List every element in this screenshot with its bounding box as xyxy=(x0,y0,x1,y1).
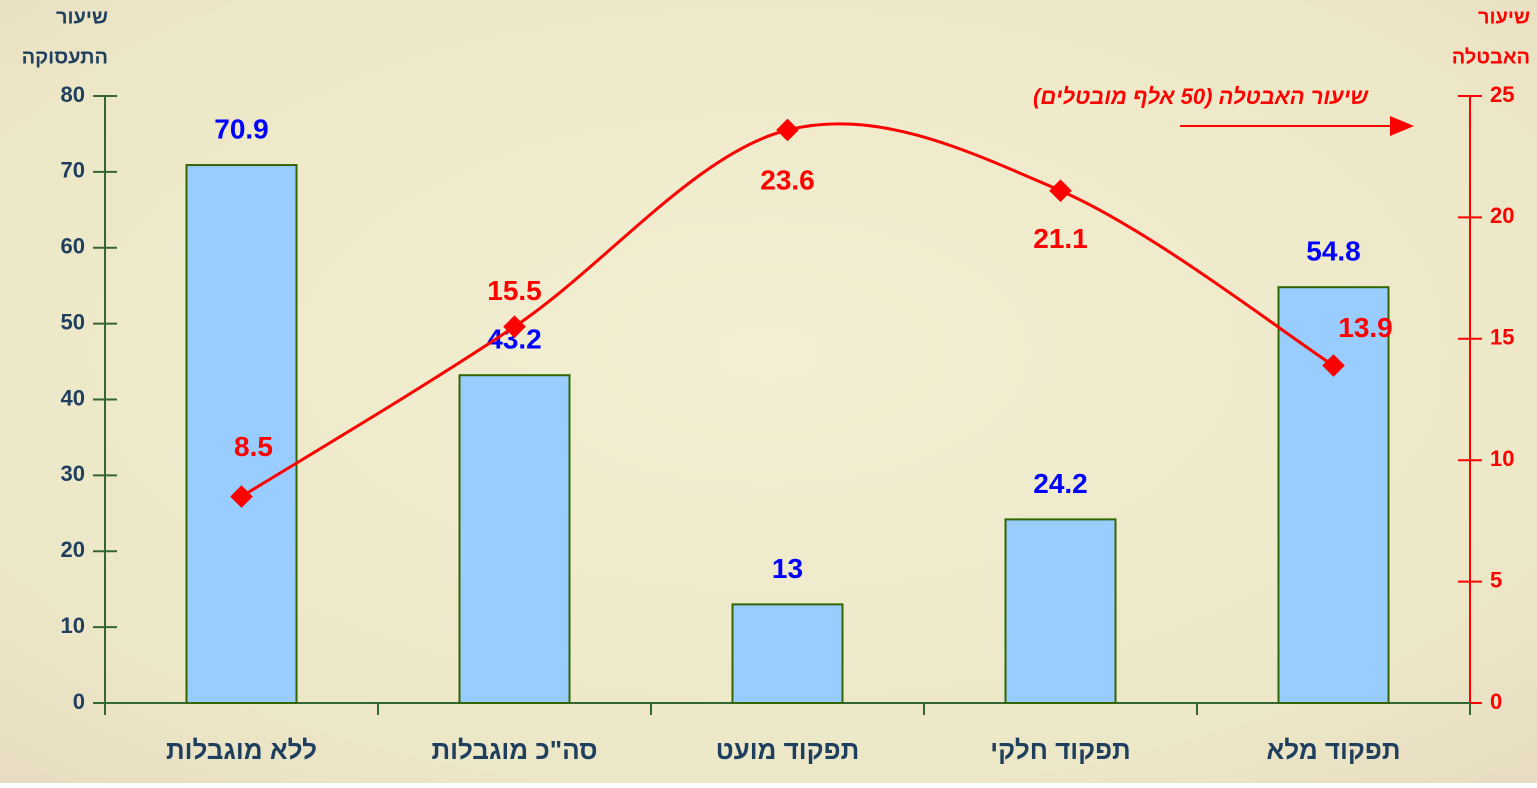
line-value-label: 15.5 xyxy=(487,275,542,306)
bar xyxy=(1277,286,1390,704)
y-tick-label: 10 xyxy=(61,613,85,638)
y-axis-label: התעסוקה xyxy=(22,46,108,68)
y-tick-label: 20 xyxy=(61,537,85,562)
y2-axis-label: שיעור xyxy=(1478,6,1530,28)
y-tick-label: 70 xyxy=(61,158,85,183)
y-tick-label: 30 xyxy=(61,461,85,486)
x-tick-label: סה"כ מוגבלות xyxy=(431,735,597,765)
y2-axis-label: האבטלה xyxy=(1452,46,1530,68)
line-value-label: 23.6 xyxy=(760,164,815,195)
y-tick-label: 40 xyxy=(61,385,85,410)
y2-tick-label: 5 xyxy=(1490,567,1502,592)
y-tick-label: 0 xyxy=(73,689,85,714)
y-axis-label: שיעור xyxy=(56,6,108,28)
line-legend: שיעור האבטלה (50 אלף מובטלים) xyxy=(1033,84,1369,109)
y2-tick-label: 20 xyxy=(1490,203,1514,228)
line-value-label: 8.5 xyxy=(234,431,273,462)
y2-tick-label: 0 xyxy=(1490,689,1502,714)
bar xyxy=(1004,518,1117,704)
y-tick-label: 80 xyxy=(61,82,85,107)
line-marker xyxy=(503,315,526,338)
y2-tick-label: 15 xyxy=(1490,325,1514,350)
bar-value-label: 70.9 xyxy=(214,113,269,144)
line-value-label: 21.1 xyxy=(1033,223,1088,254)
y-tick-label: 50 xyxy=(61,309,85,334)
line-marker xyxy=(1322,354,1345,377)
bar xyxy=(185,164,298,704)
x-tick-label: תפקוד מועט xyxy=(716,735,860,765)
bar-value-label: 54.8 xyxy=(1306,236,1361,267)
y-tick-label: 60 xyxy=(61,234,85,259)
bar-value-label: 24.2 xyxy=(1033,468,1088,499)
x-tick-label: תפקוד מלא xyxy=(1266,735,1400,765)
line-value-label: 13.9 xyxy=(1338,312,1393,343)
x-tick-label: תפקוד חלקי xyxy=(990,735,1130,765)
bar xyxy=(731,603,844,704)
y2-tick-label: 25 xyxy=(1490,82,1514,107)
bar xyxy=(458,374,571,704)
line-marker xyxy=(776,118,799,142)
bar-value-label: 13 xyxy=(772,553,803,584)
x-tick-label: ללא מוגבלות xyxy=(166,735,317,765)
y2-tick-label: 10 xyxy=(1490,446,1514,471)
